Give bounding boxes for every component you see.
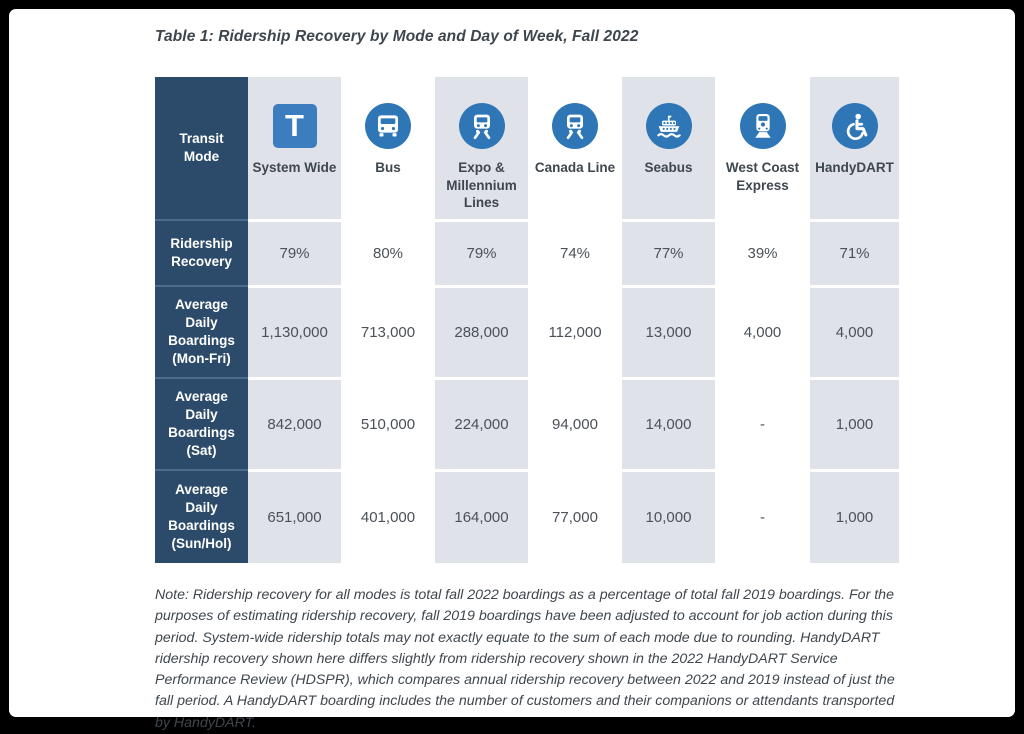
cell-boardings-sun-hol-canada-line: 77,000 [528,469,622,563]
cell-boardings-sun-hol-west-coast-express: - [715,469,810,563]
cell-boardings-sat-handydart: 1,000 [810,377,899,469]
column-header-handydart: HandyDART [810,77,899,219]
cell-boardings-mon-fri-seabus: 13,000 [622,285,715,377]
cell-boardings-mon-fri-canada-line: 112,000 [528,285,622,377]
cell-boardings-sat-canada-line: 94,000 [528,377,622,469]
column-header-expo-millennium: Expo & Millennium Lines [435,77,528,219]
table-title: Table 1: Ridership Recovery by Mode and … [155,28,639,45]
column-label: Seabus [644,160,693,175]
column-label: Expo & Millennium Lines [446,160,517,211]
column-header-bus: Bus [341,77,435,219]
column-header-west-coast-express: West Coast Express [715,77,810,219]
cell-boardings-sat-bus: 510,000 [341,377,435,469]
ferry-icon [645,103,692,149]
cell-ridership-recovery-seabus: 77% [622,219,715,285]
ridership-table: Transit Mode T System Wide [155,77,899,563]
commuter-train-icon [739,103,786,149]
column-label: Bus [375,160,401,175]
bus-icon [365,103,411,149]
cell-boardings-sat-west-coast-express: - [715,377,810,469]
cell-ridership-recovery-bus: 80% [341,219,435,285]
cell-ridership-recovery-west-coast-express: 39% [715,219,810,285]
row-label-boardings-sun-hol: Average Daily Boardings (Sun/Hol) [155,469,248,563]
row-label-ridership-recovery: Ridership Recovery [155,219,248,285]
page-content: Table 1: Ridership Recovery by Mode and … [155,28,907,734]
cell-boardings-sun-hol-handydart: 1,000 [810,469,899,563]
document-page: Table 1: Ridership Recovery by Mode and … [9,9,1015,731]
cell-boardings-sun-hol-seabus: 10,000 [622,469,715,563]
cell-boardings-sun-hol-bus: 401,000 [341,469,435,563]
cell-boardings-sun-hol-system-wide: 651,000 [248,469,341,563]
column-label: Canada Line [534,160,616,175]
cell-boardings-sat-expo-millennium: 224,000 [435,377,528,469]
skytrain-icon [458,103,505,149]
column-label: System Wide [252,160,337,175]
translink-logo-icon: T [272,103,318,149]
cell-boardings-mon-fri-west-coast-express: 4,000 [715,285,810,377]
cell-boardings-mon-fri-system-wide: 1,130,000 [248,285,341,377]
column-header-seabus: Seabus [622,77,715,219]
cell-ridership-recovery-system-wide: 79% [248,219,341,285]
column-label: HandyDART [815,160,894,175]
table-footnote: Note: Ridership recovery for all modes i… [155,587,895,731]
column-header-canada-line: Canada Line [528,77,622,219]
cell-boardings-mon-fri-expo-millennium: 288,000 [435,285,528,377]
row-label-boardings-mon-fri: Average Daily Boardings (Mon-Fri) [155,285,248,377]
cell-ridership-recovery-handydart: 71% [810,219,899,285]
column-header-system-wide: T System Wide [248,77,341,219]
column-label: West Coast Express [725,160,800,193]
cell-ridership-recovery-canada-line: 74% [528,219,622,285]
cell-boardings-mon-fri-bus: 713,000 [341,285,435,377]
wheelchair-icon [831,103,878,149]
cell-boardings-mon-fri-handydart: 4,000 [810,285,899,377]
row-label-boardings-sat: Average Daily Boardings (Sat) [155,377,248,469]
cell-boardings-sat-seabus: 14,000 [622,377,715,469]
corner-header-transit-mode: Transit Mode [155,77,248,219]
skytrain-icon [552,103,598,149]
cell-boardings-sun-hol-expo-millennium: 164,000 [435,469,528,563]
cell-ridership-recovery-expo-millennium: 79% [435,219,528,285]
cell-boardings-sat-system-wide: 842,000 [248,377,341,469]
